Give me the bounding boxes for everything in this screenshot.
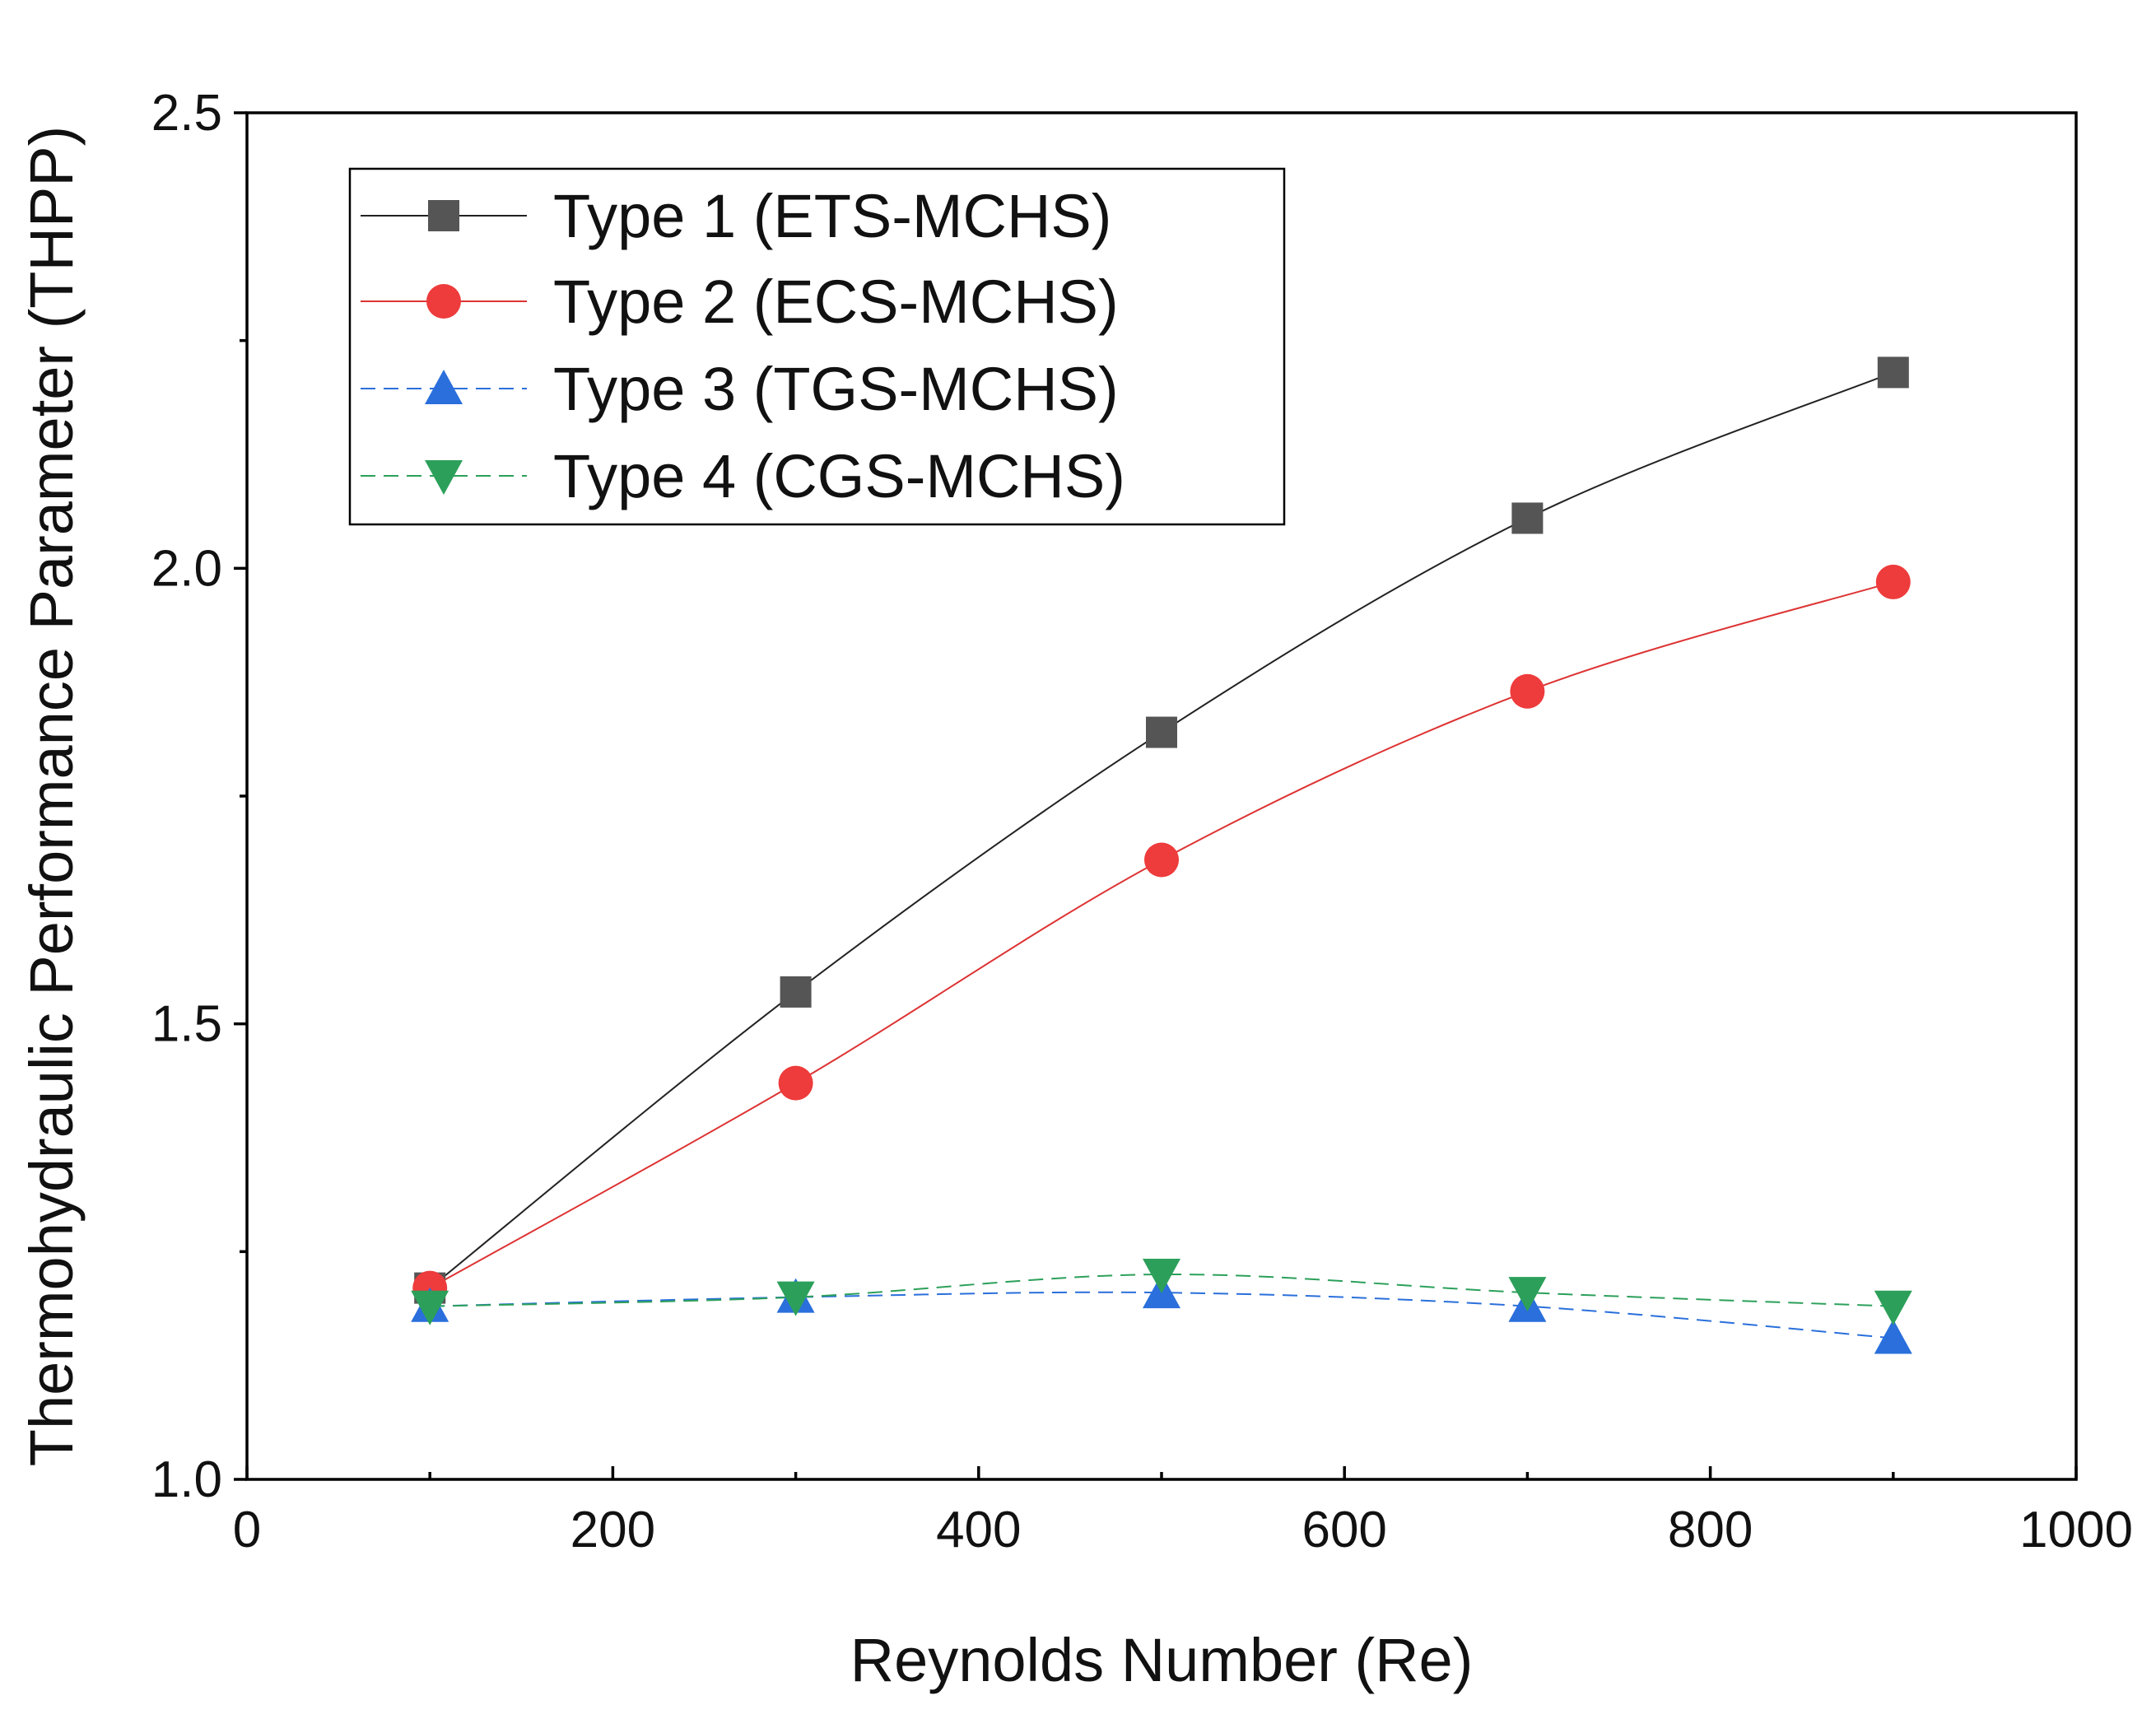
data-point-series-2 [778,1065,813,1101]
series-line-2 [429,580,1894,1289]
y-axis-ticks: 1.0 1.5 2.0 2.5 [151,85,247,1508]
x-tick-label: 800 [1668,1502,1753,1558]
legend: Type 1 (ETS-MCHS) Type 2 (ECS-MCHS) Type 3… [348,167,1286,526]
legend-marker [425,460,463,495]
legend-marker [425,370,463,404]
data-point-series-4 [776,1281,815,1316]
legend-label: Type 1 (ETS-MCHS) [553,182,1111,250]
data-point-series-2 [1144,842,1179,878]
y-tick-label: 1.5 [151,996,222,1053]
data-point-series-4 [1143,1259,1180,1293]
x-tick-label: 200 [570,1502,655,1558]
data-point-series-3 [1874,1319,1912,1354]
y-axis-title: Thermohydraulic Performance Parameter (T… [17,126,86,1467]
data-point-series-2 [1875,564,1911,599]
x-tick-label: 600 [1302,1502,1386,1558]
data-point-series-1 [1877,356,1909,389]
series-markers [411,356,1912,1354]
series-line-4 [430,1273,1893,1307]
y-tick-label: 2.5 [151,85,222,142]
data-point-series-4 [1508,1277,1547,1312]
data-point-series-2 [1510,673,1545,709]
legend-box [348,167,1286,526]
y-tick-label: 1.0 [151,1451,222,1508]
x-tick-label: 0 [233,1502,261,1558]
legend-label: Type 2 (ECS-MCHS) [553,268,1119,336]
data-point-series-1 [780,976,812,1008]
data-point-series-4 [411,1290,449,1325]
y-tick-label: 2.0 [151,540,222,597]
x-axis-title: Reynolds Number (Re) [850,1626,1474,1694]
series-line-3 [430,1291,1893,1339]
x-tick-label: 1000 [2019,1502,2133,1558]
x-tick-label: 400 [936,1502,1021,1558]
x-axis-ticks: 0 200 400 600 800 1000 [233,1466,2133,1558]
data-point-series-4 [1874,1290,1912,1325]
legend-label: Type 3 (TGS-MCHS) [553,355,1119,423]
data-point-series-1 [1146,716,1177,748]
data-point-series-1 [1511,502,1544,534]
legend-label: Type 4 (CGS-MCHS) [553,442,1125,510]
legend-marker [426,284,461,319]
legend-marker [428,200,459,231]
